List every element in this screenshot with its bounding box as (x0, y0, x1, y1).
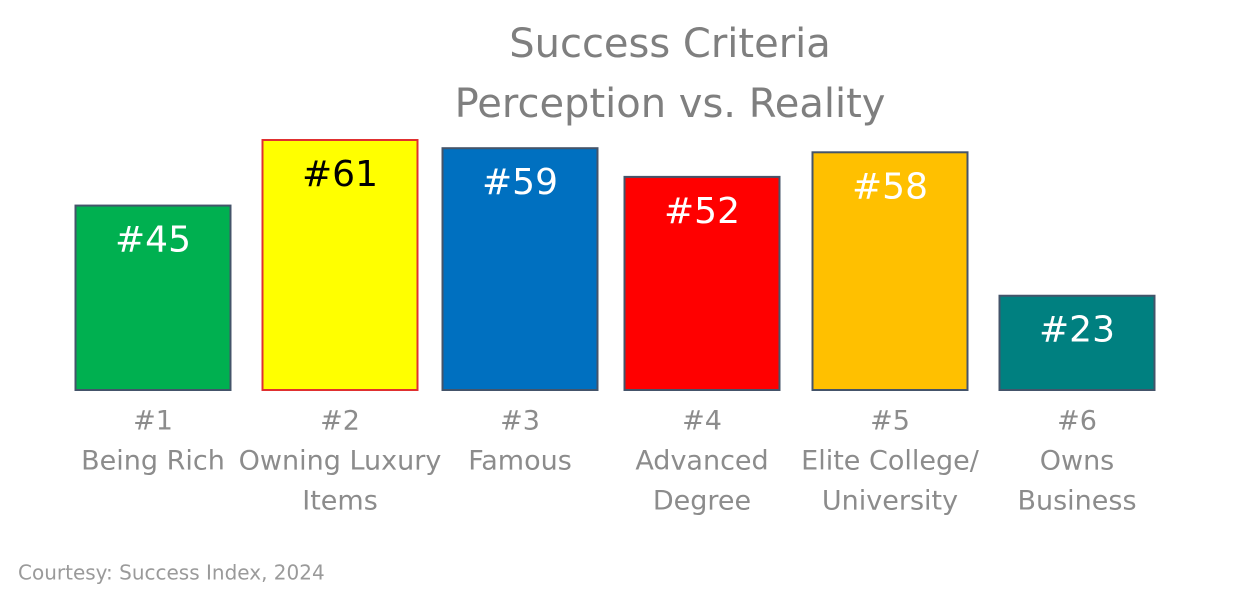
rank-label: #2 (320, 406, 360, 437)
bar (811, 151, 969, 391)
category-label: Being Rich (81, 446, 225, 477)
value-label: #23 (1039, 310, 1115, 351)
category-label: Owning Luxury (239, 446, 442, 477)
bar (261, 139, 419, 391)
category-label: Business (1017, 486, 1136, 517)
rank-label: #6 (1057, 406, 1097, 437)
rank-label: #4 (682, 406, 722, 437)
chart-title: Success Criteria (509, 21, 831, 67)
category-label: Items (302, 486, 378, 517)
value-label: #52 (664, 191, 740, 232)
rank-label: #1 (133, 406, 173, 437)
category-label: Elite College/ (801, 446, 980, 477)
category-label: Advanced (635, 446, 768, 477)
category-label: Famous (468, 446, 572, 477)
value-label: #58 (852, 166, 928, 207)
category-label: Owns (1040, 446, 1115, 477)
rank-label: #5 (870, 406, 910, 437)
source-note: Courtesy: Success Index, 2024 (18, 561, 325, 585)
bar (998, 294, 1156, 391)
category-label: University (822, 486, 958, 517)
value-label: #59 (482, 162, 558, 203)
category-label: Degree (653, 486, 751, 517)
rank-label: #3 (500, 406, 540, 437)
bar (441, 147, 599, 391)
chart-subtitle: Perception vs. Reality (455, 81, 886, 127)
bar (74, 204, 232, 391)
bar (623, 175, 781, 391)
value-label: #61 (302, 154, 378, 195)
value-label: #45 (115, 220, 191, 261)
